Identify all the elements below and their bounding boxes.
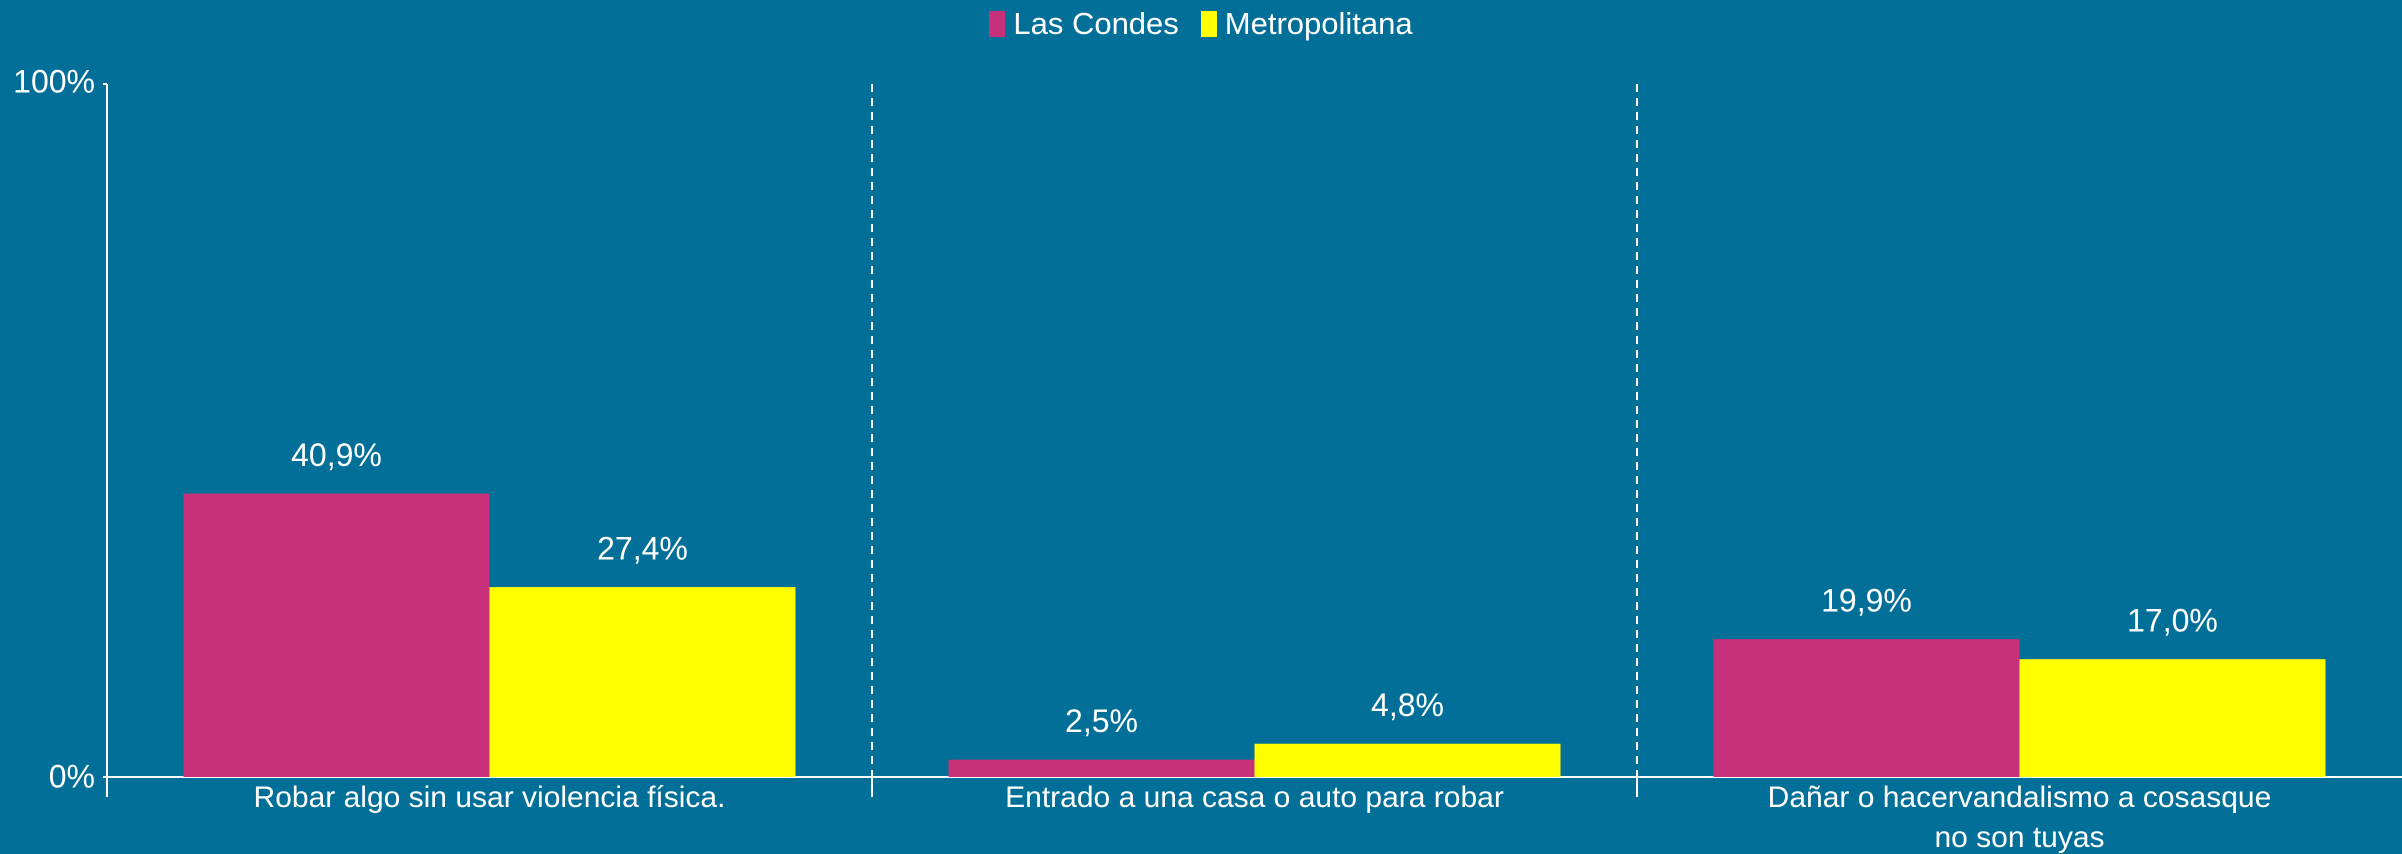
value-label: 19,9% [1821, 583, 1912, 619]
value-label: 27,4% [597, 531, 688, 567]
legend: Las Condes Metropolitana [0, 6, 2402, 42]
bar [1713, 639, 2020, 777]
x-tick-label: Dañar o hacervandalismo a cosasque no so… [1767, 781, 2272, 854]
bar [2019, 659, 2326, 777]
legend-item: Metropolitana [1200, 6, 1413, 42]
legend-swatch [1200, 11, 1217, 37]
legend-label: Las Condes [1013, 6, 1179, 41]
y-tick-label: 100% [13, 63, 95, 99]
value-label: 40,9% [291, 437, 382, 473]
y-tick-label: 0% [49, 758, 95, 794]
value-label: 2,5% [1065, 703, 1138, 739]
bar [1254, 743, 1561, 777]
value-label: 17,0% [2127, 603, 2218, 639]
value-label: 4,8% [1371, 687, 1444, 723]
legend-item: Las Condes [989, 6, 1179, 42]
bar [489, 587, 796, 777]
legend-swatch [989, 11, 1006, 37]
bar [948, 759, 1255, 777]
bar [183, 493, 490, 777]
legend-label: Metropolitana [1224, 6, 1413, 41]
x-tick-label: Entrado a una casa o auto para robar [1005, 781, 1504, 814]
x-tick-label: Robar algo sin usar violencia física. [253, 781, 726, 814]
